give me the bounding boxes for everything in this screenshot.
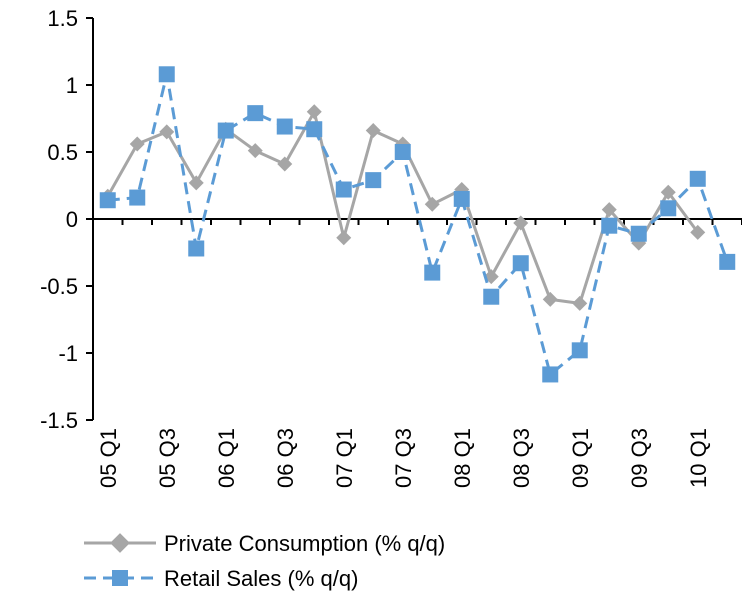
x-tick-label: 07 Q3: [391, 428, 416, 488]
data-point-retail-sales-q-q: [276, 118, 293, 135]
data-point-private-consumption-q-q: [572, 295, 588, 311]
data-point-retail-sales-q-q: [188, 240, 205, 257]
data-point-private-consumption-q-q: [542, 291, 558, 307]
legend-label-private-consumption: Private Consumption (% q/q): [164, 531, 445, 556]
x-tick-label: 08 Q1: [450, 428, 475, 488]
x-tick-label: 05 Q3: [155, 428, 180, 488]
series-private-consumption-q-q: [100, 104, 706, 311]
x-tick-label: 09 Q1: [568, 428, 593, 488]
data-point-retail-sales-q-q: [247, 105, 264, 122]
x-tick-label: 09 Q3: [627, 428, 652, 488]
data-point-private-consumption-q-q: [660, 184, 676, 200]
y-tick-label: 0.5: [47, 140, 78, 165]
legend-entry-private-consumption: Private Consumption (% q/q): [84, 531, 445, 556]
data-point-private-consumption-q-q: [277, 156, 293, 172]
y-tick-label: 1: [66, 73, 78, 98]
data-point-retail-sales-q-q: [571, 342, 588, 359]
data-point-retail-sales-q-q: [512, 255, 529, 272]
legend-marker-retail-sales: [112, 570, 128, 586]
data-point-retail-sales-q-q: [335, 181, 352, 198]
x-tick-label: 06 Q3: [273, 428, 298, 488]
legend-entry-retail-sales: Retail Sales (% q/q): [84, 566, 358, 591]
x-tick-label: 10 Q1: [686, 428, 711, 488]
data-point-private-consumption-q-q: [365, 123, 381, 139]
data-point-retail-sales-q-q: [99, 192, 116, 209]
x-tick-label: 05 Q1: [96, 428, 121, 488]
data-point-retail-sales-q-q: [424, 264, 441, 281]
x-tick-label: 07 Q1: [332, 428, 357, 488]
data-point-private-consumption-q-q: [513, 215, 529, 231]
data-point-retail-sales-q-q: [601, 217, 618, 234]
data-point-private-consumption-q-q: [336, 230, 352, 246]
x-tick-label: 06 Q1: [214, 428, 239, 488]
y-tick-label: -1: [58, 341, 78, 366]
data-point-retail-sales-q-q: [453, 190, 470, 207]
data-point-retail-sales-q-q: [306, 121, 323, 138]
data-point-retail-sales-q-q: [689, 170, 706, 187]
series-group: [99, 66, 736, 383]
data-point-retail-sales-q-q: [365, 172, 382, 189]
data-point-retail-sales-q-q: [542, 366, 559, 383]
series-line-retail-sales-q-q: [107, 72, 729, 376]
legend: Private Consumption (% q/q) Retail Sales…: [84, 531, 445, 591]
data-point-private-consumption-q-q: [601, 202, 617, 218]
data-point-retail-sales-q-q: [483, 288, 500, 305]
data-point-private-consumption-q-q: [159, 124, 175, 140]
legend-marker-private-consumption: [110, 533, 130, 553]
y-tick-label: 0: [66, 207, 78, 232]
data-point-retail-sales-q-q: [394, 144, 411, 160]
y-tick-label: -1.5: [40, 408, 78, 433]
axes: 1.5 1 0.5 0 -0.5 -1 -1.5 05 Q1 05 Q3 06 Q1 06 Q3 07…: [40, 6, 742, 488]
data-point-retail-sales-q-q: [158, 66, 175, 83]
data-point-private-consumption-q-q: [424, 196, 440, 212]
data-point-private-consumption-q-q: [129, 136, 145, 152]
y-tick-label: 1.5: [47, 6, 78, 31]
series-retail-sales-q-q: [99, 66, 736, 383]
data-point-private-consumption-q-q: [306, 104, 322, 120]
data-point-retail-sales-q-q: [129, 189, 146, 206]
data-point-private-consumption-q-q: [188, 175, 204, 191]
y-tick-label: -0.5: [40, 274, 78, 299]
data-point-retail-sales-q-q: [630, 225, 647, 242]
data-point-retail-sales-q-q: [217, 122, 234, 139]
data-point-private-consumption-q-q: [690, 224, 706, 240]
data-point-retail-sales-q-q: [660, 200, 677, 217]
data-point-retail-sales-q-q: [719, 253, 736, 270]
legend-label-retail-sales: Retail Sales (% q/q): [164, 566, 358, 591]
x-tick-label: 08 Q3: [509, 428, 534, 488]
data-point-private-consumption-q-q: [247, 143, 263, 159]
